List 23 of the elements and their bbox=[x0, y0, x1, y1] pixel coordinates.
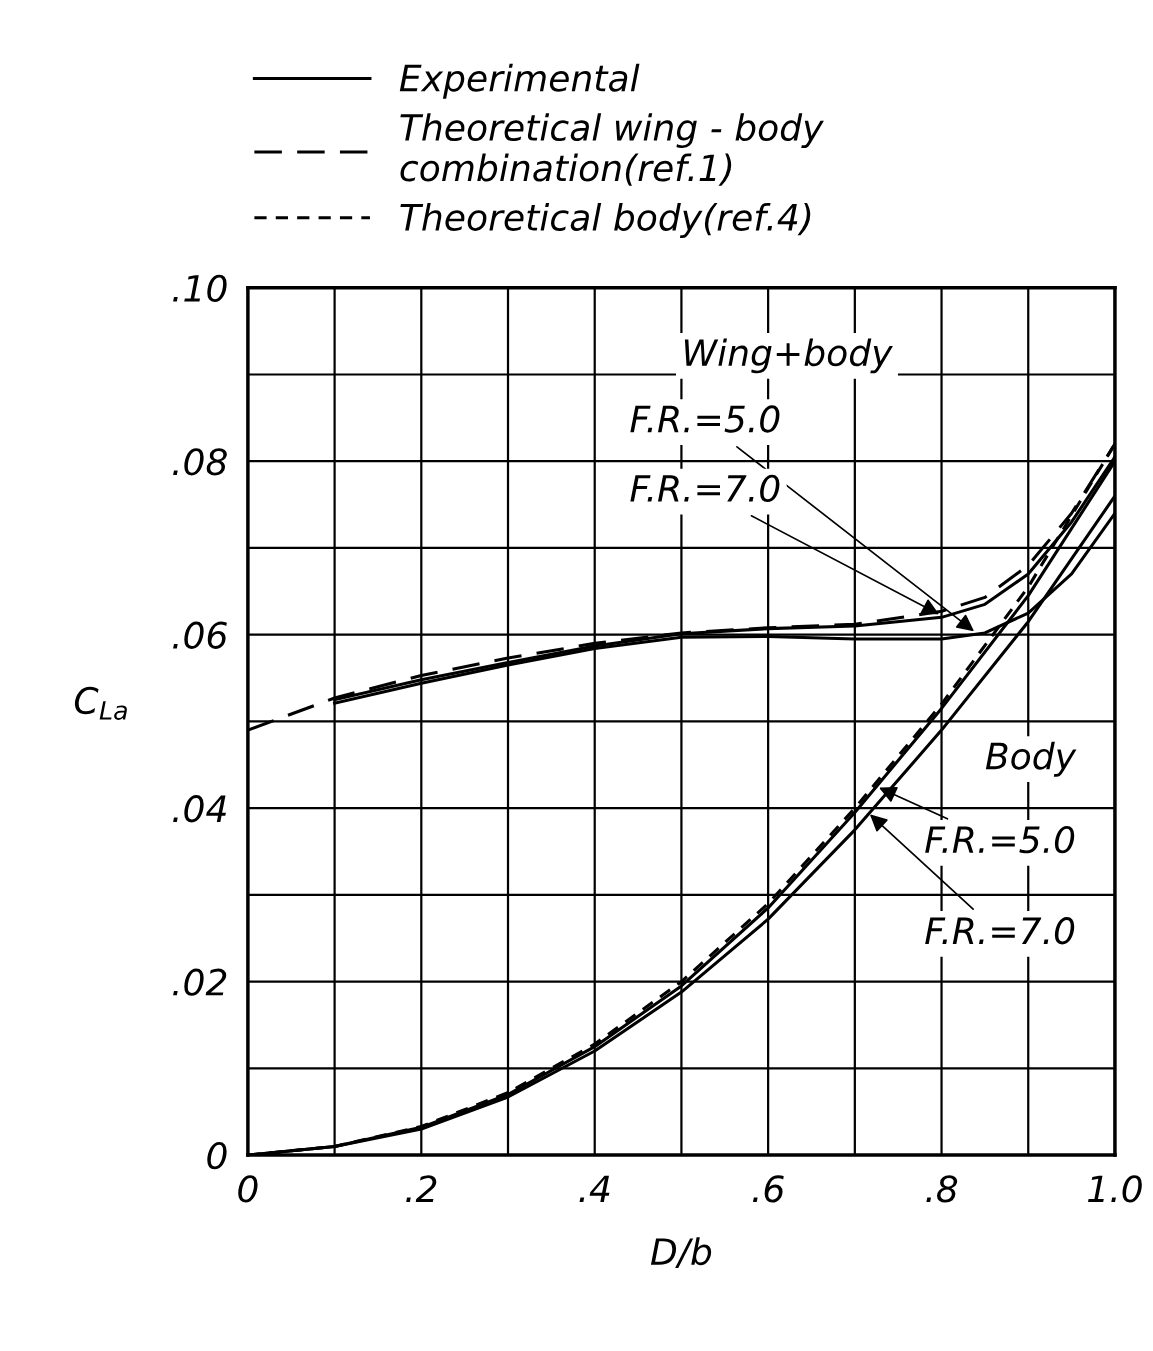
y-tick-label: .04 bbox=[173, 795, 226, 823]
x-tick-label: .2 bbox=[406, 1175, 437, 1202]
x-tick-label: .6 bbox=[753, 1175, 784, 1203]
annotation: F.R.=7.0 bbox=[925, 917, 1075, 945]
y-axis-title: C$_{La}$ bbox=[74, 686, 127, 720]
x-tick-label: 0 bbox=[238, 1175, 258, 1203]
y-tick-label: .02 bbox=[173, 968, 227, 996]
annotation: F.R.=7.0 bbox=[630, 474, 780, 503]
annotation: Wing+body bbox=[684, 338, 893, 374]
legend-label: Theoretical body(ref.4) bbox=[400, 202, 811, 238]
x-tick-label: 1.0 bbox=[1088, 1175, 1142, 1203]
legend-label: Experimental bbox=[399, 63, 640, 99]
y-tick-label: 0 bbox=[207, 1142, 227, 1170]
annotation: Body bbox=[985, 741, 1077, 777]
x-tick-label: .8 bbox=[926, 1175, 958, 1203]
y-tick-label: .08 bbox=[173, 448, 227, 476]
y-tick-label: .10 bbox=[173, 274, 227, 302]
x-tick-label: .4 bbox=[579, 1175, 610, 1202]
legend-label: Theoretical wing - body combination(ref.1) bbox=[400, 113, 824, 186]
y-tick-label: .06 bbox=[173, 621, 227, 649]
x-axis-title: D/b bbox=[650, 1237, 712, 1269]
annotation: F.R.=5.0 bbox=[630, 405, 780, 433]
annotation: F.R.=5.0 bbox=[925, 826, 1075, 854]
